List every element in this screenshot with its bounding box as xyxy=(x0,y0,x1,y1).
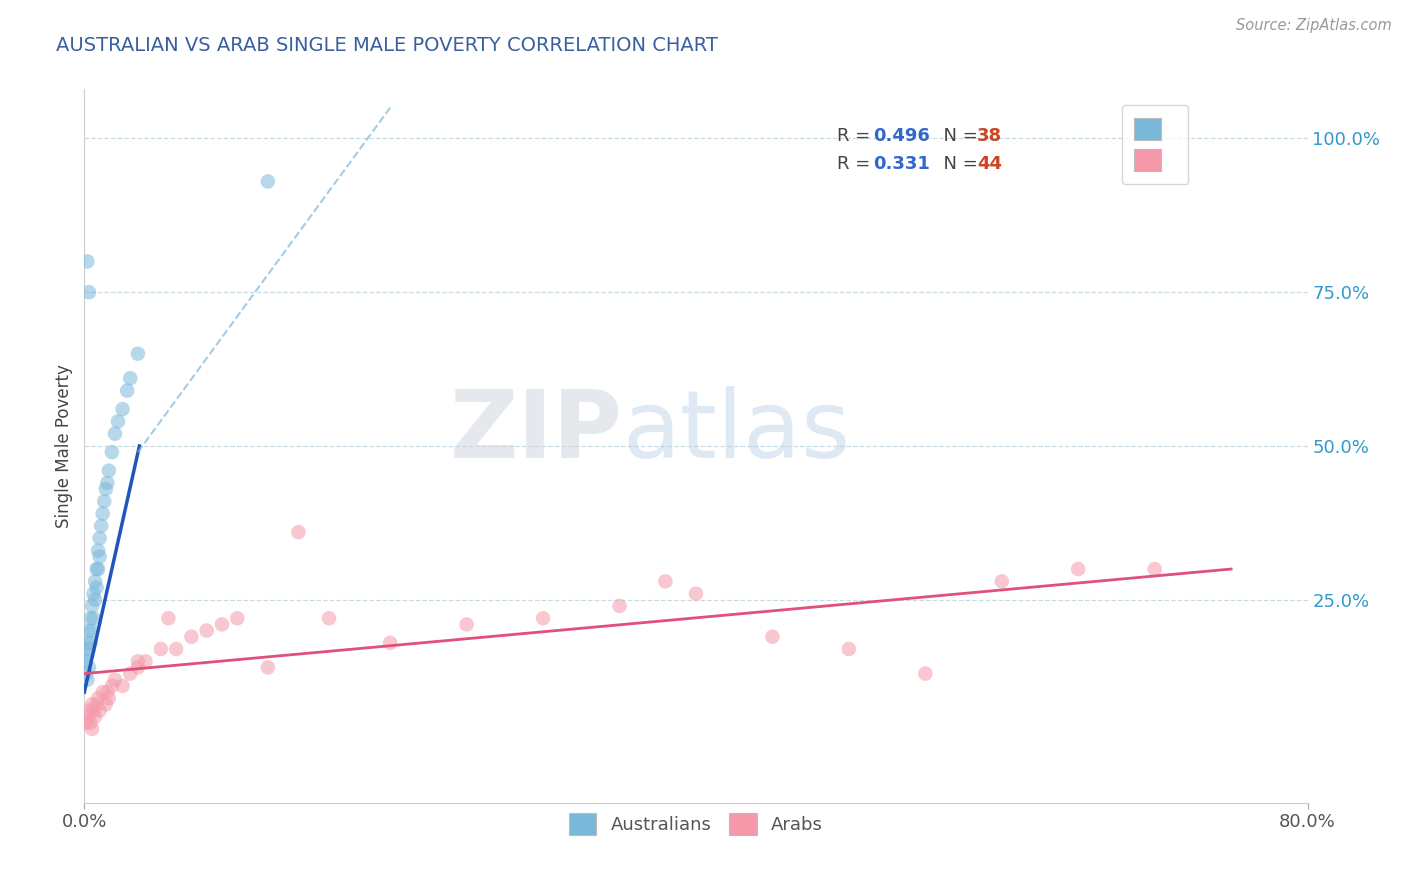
Legend: Australians, Arabs: Australians, Arabs xyxy=(560,804,832,844)
Point xyxy=(97,464,120,478)
Text: ZIP: ZIP xyxy=(450,385,623,478)
Point xyxy=(80,624,103,638)
Point xyxy=(84,574,107,589)
Point xyxy=(149,642,172,657)
Text: N =: N = xyxy=(932,127,984,145)
Point xyxy=(77,642,100,657)
Point xyxy=(685,587,707,601)
Point xyxy=(318,611,340,625)
Point xyxy=(75,715,97,730)
Point xyxy=(838,642,860,657)
Point xyxy=(115,384,138,398)
Text: 0.496: 0.496 xyxy=(873,127,931,145)
Point xyxy=(257,660,280,674)
Point xyxy=(654,574,676,589)
Point xyxy=(120,371,142,385)
Point xyxy=(83,704,105,718)
Y-axis label: Single Male Poverty: Single Male Poverty xyxy=(55,364,73,528)
Point xyxy=(165,642,187,657)
Text: 44: 44 xyxy=(977,155,1002,173)
Point xyxy=(104,673,127,687)
Point xyxy=(91,685,114,699)
Point xyxy=(86,562,108,576)
Point xyxy=(77,624,100,638)
Point xyxy=(76,636,98,650)
Point xyxy=(609,599,631,613)
Text: N =: N = xyxy=(932,155,984,173)
Point xyxy=(211,617,233,632)
Point xyxy=(456,617,478,632)
Point xyxy=(87,543,110,558)
Point xyxy=(86,698,108,712)
Point xyxy=(86,581,108,595)
Point xyxy=(77,704,100,718)
Point xyxy=(79,715,101,730)
Point xyxy=(111,679,134,693)
Point xyxy=(257,174,280,188)
Text: Source: ZipAtlas.com: Source: ZipAtlas.com xyxy=(1236,18,1392,33)
Point xyxy=(83,611,105,625)
Point xyxy=(83,587,105,601)
Point xyxy=(76,254,98,268)
Point xyxy=(79,636,101,650)
Point xyxy=(380,636,402,650)
Point xyxy=(84,709,107,723)
Text: atlas: atlas xyxy=(623,385,851,478)
Text: R =: R = xyxy=(837,155,876,173)
Point xyxy=(1143,562,1166,576)
Point xyxy=(157,611,180,625)
Point xyxy=(104,426,127,441)
Point xyxy=(79,611,101,625)
Point xyxy=(76,648,98,662)
Text: R =: R = xyxy=(837,127,876,145)
Point xyxy=(195,624,218,638)
Point xyxy=(77,285,100,300)
Point xyxy=(111,402,134,417)
Point xyxy=(101,445,124,459)
Point xyxy=(96,475,118,490)
Point xyxy=(180,630,202,644)
Point xyxy=(96,685,118,699)
Point xyxy=(1067,562,1090,576)
Point xyxy=(84,592,107,607)
Point xyxy=(127,654,149,668)
Point xyxy=(80,599,103,613)
Point xyxy=(101,679,124,693)
Point xyxy=(90,519,112,533)
Text: AUSTRALIAN VS ARAB SINGLE MALE POVERTY CORRELATION CHART: AUSTRALIAN VS ARAB SINGLE MALE POVERTY C… xyxy=(56,36,718,54)
Point xyxy=(991,574,1014,589)
Point xyxy=(87,691,110,706)
Point xyxy=(531,611,554,625)
Point xyxy=(914,666,936,681)
Point xyxy=(87,562,110,576)
Point xyxy=(135,654,157,668)
Point xyxy=(80,698,103,712)
Point xyxy=(287,525,309,540)
Point xyxy=(75,654,97,668)
Point xyxy=(93,494,115,508)
Point xyxy=(75,666,97,681)
Point xyxy=(89,531,111,545)
Point xyxy=(77,660,100,674)
Point xyxy=(107,414,129,428)
Point xyxy=(76,673,98,687)
Point xyxy=(80,722,103,736)
Point xyxy=(120,666,142,681)
Text: 0.331: 0.331 xyxy=(873,155,931,173)
Point xyxy=(94,698,117,712)
Point xyxy=(91,507,114,521)
Point xyxy=(97,691,120,706)
Point xyxy=(127,347,149,361)
Point xyxy=(761,630,783,644)
Point xyxy=(89,549,111,564)
Point xyxy=(76,709,98,723)
Point xyxy=(127,660,149,674)
Point xyxy=(94,482,117,496)
Point xyxy=(226,611,249,625)
Text: 38: 38 xyxy=(977,127,1002,145)
Point xyxy=(89,704,111,718)
